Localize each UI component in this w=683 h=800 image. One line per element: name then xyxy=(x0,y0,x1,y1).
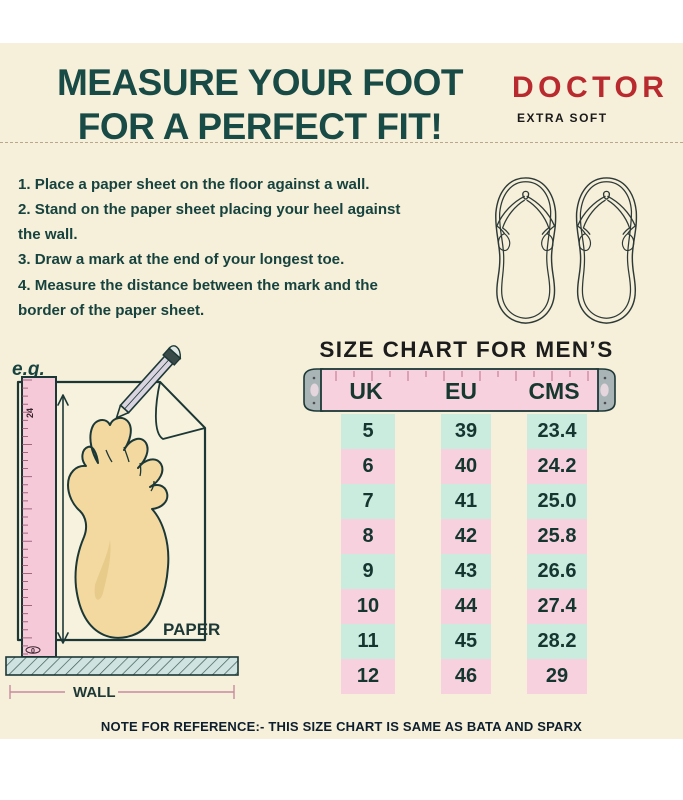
svg-text:WALL: WALL xyxy=(73,684,116,701)
svg-text:CMS: CMS xyxy=(528,378,579,404)
svg-text:24: 24 xyxy=(25,408,35,418)
svg-text:EU: EU xyxy=(445,378,477,404)
svg-text:UK: UK xyxy=(349,378,383,404)
svg-text:PAPER: PAPER xyxy=(163,620,220,639)
svg-text:0: 0 xyxy=(31,648,35,655)
